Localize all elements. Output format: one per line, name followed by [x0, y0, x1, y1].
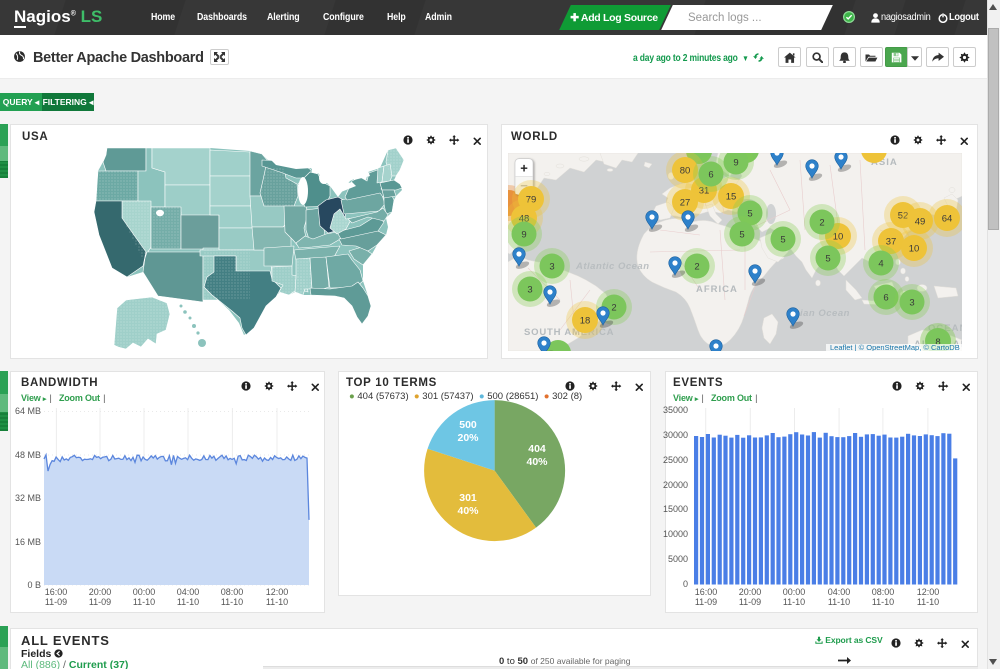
svg-text:48: 48 [519, 214, 530, 225]
svg-text:4: 4 [878, 259, 883, 270]
svg-text:10: 10 [909, 244, 920, 255]
svg-text:5: 5 [747, 209, 752, 220]
svg-text:AFRICA: AFRICA [696, 284, 738, 295]
svg-text:2: 2 [819, 218, 824, 229]
svg-text:79: 79 [526, 195, 537, 206]
svg-text:27: 27 [680, 198, 691, 209]
svg-text:Atlantic Ocean: Atlantic Ocean [575, 261, 650, 272]
svg-text:52: 52 [898, 211, 909, 222]
svg-text:301: 301 [459, 492, 477, 504]
svg-text:40%: 40% [526, 456, 548, 468]
svg-text:500: 500 [459, 419, 477, 431]
svg-text:−: − [520, 178, 528, 193]
svg-text:OCEAN: OCEAN [928, 323, 962, 334]
svg-text:ASIA: ASIA [871, 157, 898, 168]
svg-text:404: 404 [528, 443, 546, 455]
svg-text:3: 3 [527, 285, 532, 296]
svg-text:9: 9 [733, 158, 738, 169]
svg-text:6: 6 [708, 170, 713, 181]
svg-text:18: 18 [580, 316, 591, 327]
svg-text:+: + [520, 161, 528, 176]
svg-text:3: 3 [909, 298, 914, 309]
svg-text:80: 80 [680, 166, 691, 177]
svg-text:6: 6 [883, 293, 888, 304]
svg-text:2: 2 [694, 262, 699, 273]
svg-text:8: 8 [935, 337, 940, 348]
svg-text:9: 9 [521, 230, 526, 241]
svg-text:5: 5 [739, 230, 744, 241]
svg-text:40%: 40% [457, 505, 479, 517]
svg-text:5: 5 [825, 254, 830, 265]
svg-text:SOUTH AMERICA: SOUTH AMERICA [524, 327, 614, 338]
svg-text:49: 49 [915, 217, 926, 228]
svg-text:15: 15 [726, 192, 737, 203]
svg-text:31: 31 [699, 186, 710, 197]
svg-text:Leaflet | © OpenStreetMap, © C: Leaflet | © OpenStreetMap, © CartoDB [830, 343, 960, 351]
svg-text:20%: 20% [457, 432, 479, 444]
svg-text:64: 64 [942, 214, 953, 225]
svg-text:2: 2 [611, 303, 616, 314]
svg-text:10: 10 [833, 232, 844, 243]
svg-text:37: 37 [886, 237, 897, 248]
svg-text:5: 5 [780, 235, 785, 246]
svg-text:3: 3 [549, 262, 554, 273]
svg-text:ian Ocean: ian Ocean [800, 308, 850, 319]
